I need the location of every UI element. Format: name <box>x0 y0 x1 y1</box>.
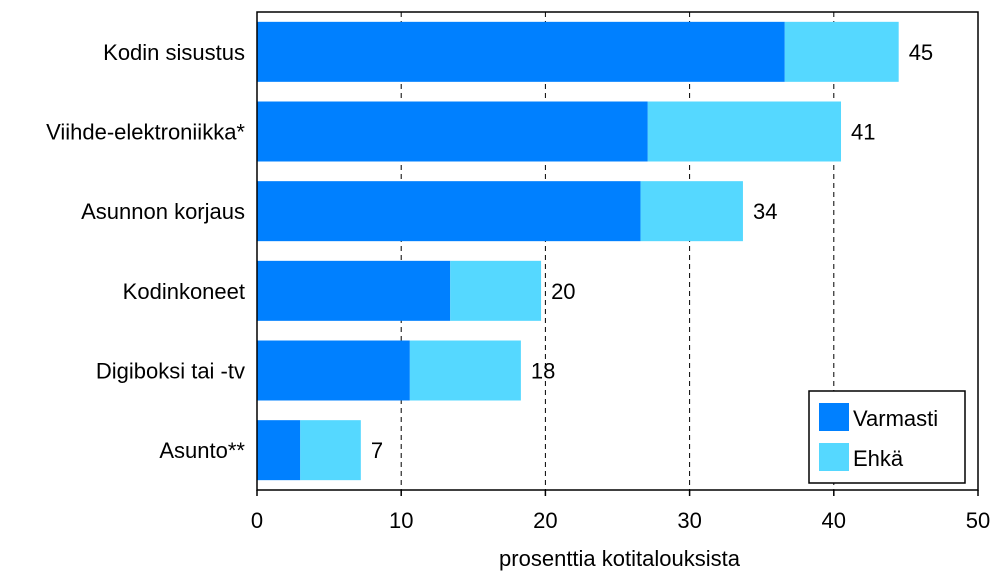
total-value-label: 20 <box>551 279 575 304</box>
bar-ehkä-3 <box>640 181 743 242</box>
bar-ehkä-1 <box>784 21 899 82</box>
bar-varmasti-6 <box>257 420 301 481</box>
bar-varmasti-5 <box>257 340 410 401</box>
legend-swatch-ehkä <box>819 443 849 471</box>
total-value-label: 18 <box>531 359 555 384</box>
bar-varmasti-3 <box>257 181 641 242</box>
legend: Varmasti Ehkä <box>808 390 966 484</box>
legend-swatch-varmasti <box>819 403 849 431</box>
category-label: Digiboksi tai -tv <box>96 359 245 384</box>
bar-ehkä-4 <box>450 260 542 321</box>
x-tick-label: 0 <box>251 508 263 533</box>
x-axis-title: prosenttia kotitalouksista <box>499 546 741 571</box>
bar-varmasti-2 <box>257 101 648 162</box>
bar-ehkä-5 <box>409 340 521 401</box>
total-value-label: 34 <box>753 199 777 224</box>
bar-varmasti-4 <box>257 260 451 321</box>
category-label: Asunnon korjaus <box>81 199 245 224</box>
bars-group <box>257 21 899 481</box>
legend-label-ehkä: Ehkä <box>853 446 904 471</box>
value-labels: 45 41 34 20 18 7 <box>371 40 933 463</box>
total-value-label: 41 <box>851 120 875 145</box>
category-labels: Kodin sisustus Viihde-elektroniikka* Asunn… <box>46 40 245 463</box>
bar-ehkä-2 <box>647 101 842 162</box>
x-tick-label: 20 <box>533 508 557 533</box>
x-tick-label: 50 <box>966 508 990 533</box>
category-label: Asunto** <box>159 438 245 463</box>
legend-label-varmasti: Varmasti <box>853 406 938 431</box>
x-axis-ticks: 0 10 20 30 40 50 <box>251 490 990 533</box>
bar-ehkä-6 <box>300 420 361 481</box>
category-label: Kodinkoneet <box>123 279 245 304</box>
x-tick-label: 40 <box>822 508 846 533</box>
total-value-label: 7 <box>371 438 383 463</box>
bar-varmasti-1 <box>257 21 785 82</box>
plot-frame <box>256 11 979 491</box>
grid-lines <box>400 12 835 490</box>
total-value-label: 45 <box>909 40 933 65</box>
x-tick-label: 30 <box>677 508 701 533</box>
category-label: Viihde-elektroniikka* <box>46 120 245 145</box>
category-label: Kodin sisustus <box>103 40 245 65</box>
x-tick-label: 10 <box>389 508 413 533</box>
